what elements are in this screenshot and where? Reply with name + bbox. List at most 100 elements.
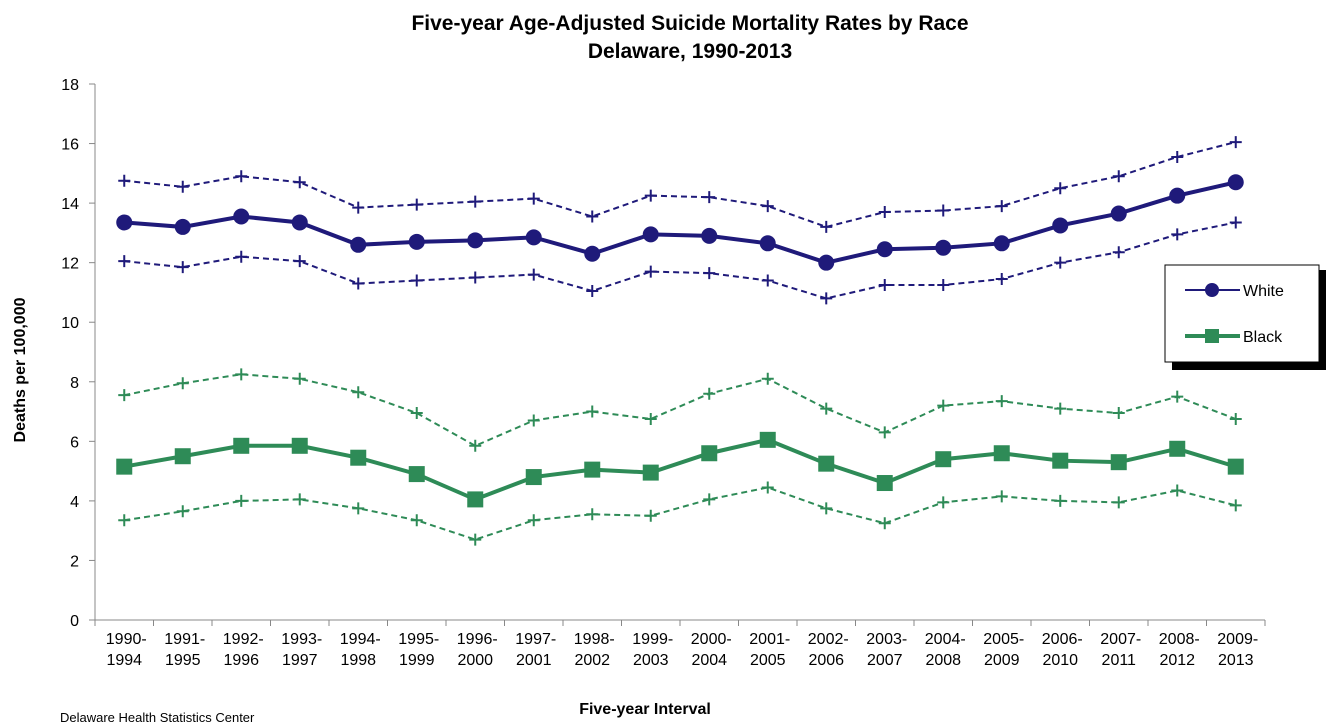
black-rate-point (1169, 440, 1186, 457)
x-tick-label: 2013 (1218, 652, 1254, 669)
x-tick-label: 2006- (1042, 631, 1083, 648)
series-black (116, 368, 1244, 546)
x-tick-label: 1990- (106, 631, 147, 648)
white-lower-bound-point (293, 255, 306, 268)
white-upper-bound-point (995, 200, 1008, 213)
white-rate-point (818, 254, 835, 271)
white-upper-bound-point (878, 206, 891, 219)
black-rate-point (233, 437, 250, 454)
legend-box (1164, 264, 1320, 363)
white-lower-bound-point (937, 279, 950, 291)
white-upper-bound-point (352, 201, 365, 214)
white-rate-point (642, 226, 659, 243)
black-rate-line (123, 437, 1237, 502)
black-rate-point (1227, 458, 1244, 475)
white-rate-point (116, 214, 133, 231)
white-rate-point (993, 235, 1010, 252)
x-tick-label: 1995 (165, 652, 201, 669)
y-tick-label: 12 (61, 256, 79, 273)
x-tick-label: 1996- (457, 631, 498, 648)
black-lower-bound-point (118, 514, 131, 527)
y-tick-label: 4 (70, 494, 79, 511)
black-lower-bound-point (527, 514, 540, 527)
white-lower-bound-point (820, 292, 833, 305)
x-tick-label: 2000- (691, 631, 732, 648)
y-tick-label: 0 (70, 613, 79, 630)
x-tick-label: 2003 (633, 652, 669, 669)
x-tick-label: 2004 (691, 652, 727, 669)
black-upper-bound-point (176, 377, 189, 390)
y-tick-label: 14 (61, 196, 79, 213)
black-upper-bound-point (118, 389, 131, 402)
x-tick-label: 1996 (223, 652, 259, 669)
legend-black-label: Black (1243, 329, 1283, 346)
white-lower-bound-point (878, 279, 891, 291)
black-upper-bound-point (293, 372, 306, 385)
x-tick-label: 1994 (106, 652, 142, 669)
white-upper-bound-point (703, 191, 716, 204)
white-upper-bound-point (761, 200, 774, 213)
black-lower-bound-point (995, 490, 1008, 503)
white-upper-bound-point (586, 210, 599, 223)
black-lower-bound-point (176, 505, 189, 518)
white-lower-bound-point (352, 277, 365, 290)
y-tick-label: 16 (61, 137, 79, 154)
black-upper-bound-point (235, 368, 248, 381)
black-upper-bound-point (820, 402, 833, 415)
black-lower-bound-point (820, 502, 833, 515)
white-rate-line (124, 180, 1237, 265)
black-rate-point (174, 448, 191, 465)
white-lower-bound-point (995, 273, 1008, 286)
x-tick-label: 2009- (1217, 631, 1258, 648)
white-lower-bound-point (644, 265, 657, 278)
white-upper-bound-point (293, 176, 306, 189)
black-upper-bound-point (410, 407, 423, 420)
series-layer (116, 136, 1244, 546)
legend-white-label: White (1243, 283, 1284, 300)
black-lower-bound-point (878, 517, 891, 530)
black-upper-bound-point (937, 399, 950, 412)
black-lower-bound-point (235, 494, 248, 507)
black-upper-bound-point (703, 387, 716, 400)
x-tick-label: 2008- (1159, 631, 1200, 648)
white-lower-bound-point (1054, 256, 1067, 269)
black-rate-point (116, 458, 133, 475)
x-tick-label: 2000 (457, 652, 493, 669)
white-rate-point (584, 245, 601, 262)
black-upper-bound-point (761, 372, 774, 385)
black-rate-point (818, 455, 835, 472)
black-rate-point (876, 475, 893, 492)
x-tick-label: 2007- (1100, 631, 1141, 648)
x-tick-label: 2010 (1042, 652, 1078, 669)
x-tick-label: 1991- (164, 631, 205, 648)
white-upper-bound-point (820, 220, 833, 233)
x-tick-label: 1998- (574, 631, 615, 648)
y-tick-label: 8 (70, 375, 79, 392)
white-lower-bound-point (1112, 246, 1125, 259)
x-tick-label: 2001 (516, 652, 552, 669)
x-tick-label: 2001- (749, 631, 790, 648)
y-axis: 0 2 4 6 8 10 12 14 16 18 (61, 77, 96, 630)
black-rate-point (993, 445, 1010, 462)
source-note: Delaware Health Statistics Center (60, 710, 255, 725)
white-rate-point (935, 239, 952, 256)
black-lower-bound-point (1112, 496, 1125, 509)
black-lower-bound-point (586, 508, 599, 521)
x-tick-label: 2009 (984, 652, 1020, 669)
black-lower-bound-point (1054, 494, 1067, 507)
x-tick-label: 1994- (340, 631, 381, 648)
white-rate-point (1227, 174, 1244, 191)
black-rate-point (291, 437, 308, 454)
y-tick-label: 18 (61, 77, 79, 94)
white-lower-bound-point (235, 250, 248, 263)
black-lower-bound-point (1171, 484, 1184, 497)
black-lower-bound-point (644, 509, 657, 522)
black-lower-bound-point (293, 493, 306, 506)
white-lower-bound-point (1171, 228, 1184, 241)
white-lower-bound-point (176, 261, 189, 274)
white-lower-bound-point (527, 268, 540, 281)
black-upper-bound-line (124, 373, 1237, 447)
white-rate-point (525, 229, 542, 246)
black-lower-bound-line (124, 486, 1236, 541)
